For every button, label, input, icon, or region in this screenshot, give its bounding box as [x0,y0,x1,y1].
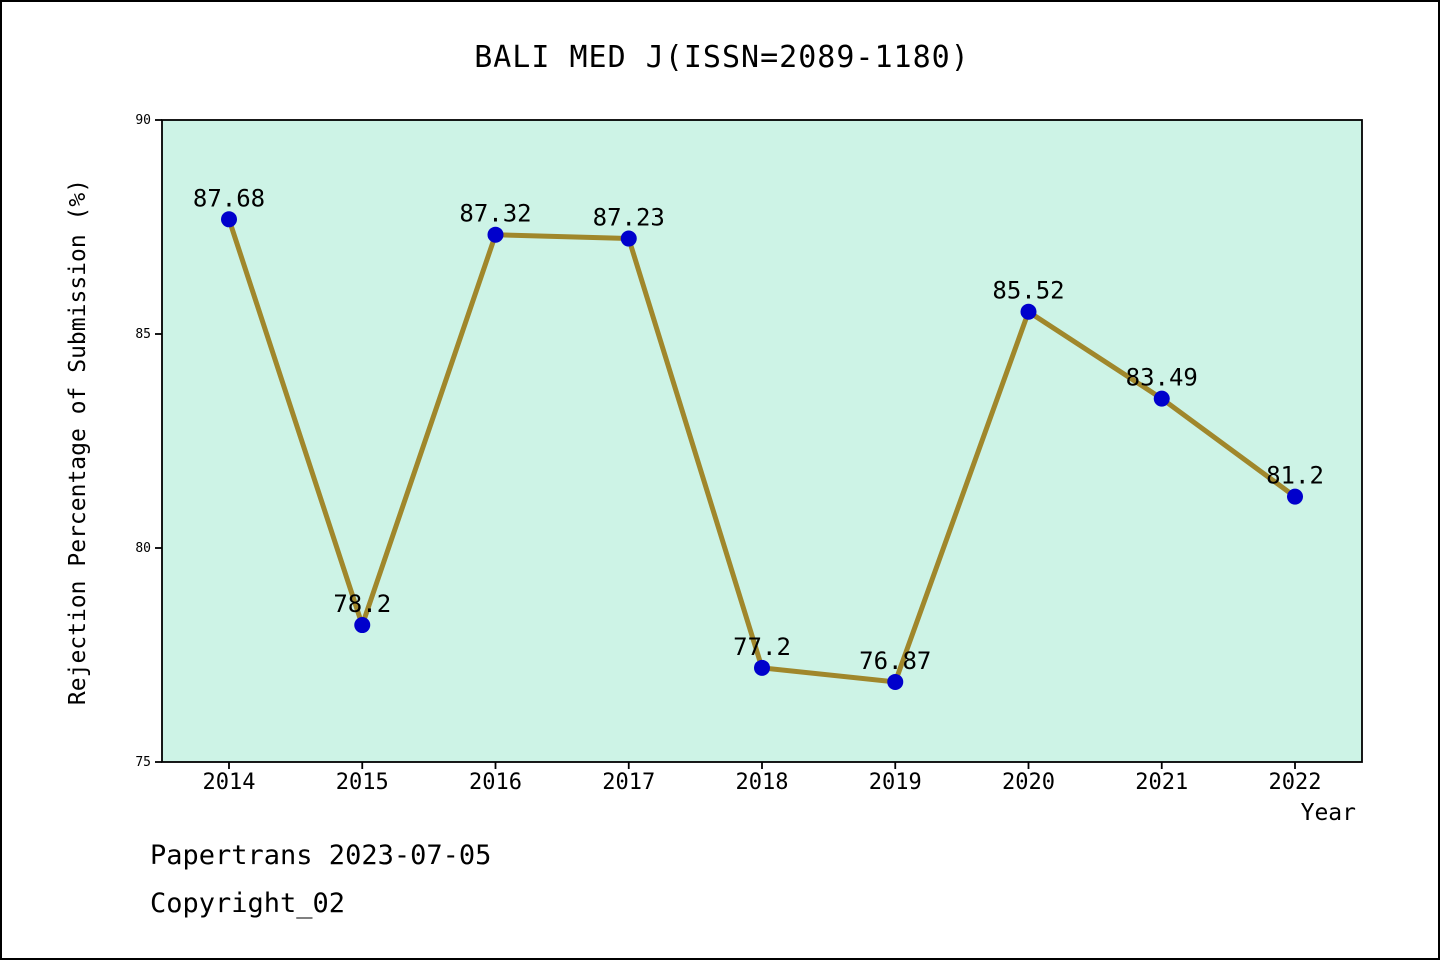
x-tick-label: 2017 [602,770,655,795]
point-label-2022: 81.2 [1266,462,1324,490]
data-point-2022 [1287,488,1303,505]
footer-copyright: Copyright_02 [150,888,346,919]
x-tick-label: 2018 [736,770,789,795]
x-tick-label: 2022 [1269,770,1322,795]
data-point-2021 [1153,390,1170,407]
data-point-2016 [487,226,504,243]
footer-date: Papertrans 2023-07-05 [150,840,492,871]
data-point-2019 [887,673,904,690]
x-tick-label: 2020 [1002,770,1055,795]
data-point-2014 [221,211,237,228]
x-tick-label: 2021 [1135,770,1188,795]
point-label-2016: 87.32 [459,200,531,228]
x-axis-label: Year [1300,800,1356,826]
data-point-2018 [754,659,770,676]
point-label-2014: 87.68 [193,184,265,212]
y-tick-label: 90 [135,113,151,128]
x-tick-label: 2014 [203,770,256,795]
plot-area [161,119,1363,763]
y-tick-label: 80 [135,541,151,556]
x-tick-label: 2016 [469,770,522,795]
chart-title: BALI MED J(ISSN=2089-1180) [474,40,970,75]
data-point-2017 [620,230,637,247]
x-tick-label: 2015 [336,770,389,795]
y-tick-label: 85 [135,327,151,342]
point-label-2017: 87.23 [593,204,665,232]
y-tick-label: 75 [135,755,151,770]
point-label-2015: 78.2 [333,590,391,618]
x-tick-label: 2019 [869,770,922,795]
point-label-2019: 76.87 [859,647,931,675]
point-label-2018: 77.2 [733,633,791,661]
data-point-2015 [354,617,371,634]
point-label-2021: 83.49 [1126,364,1198,392]
point-label-2020: 85.52 [992,277,1064,305]
data-point-2020 [1020,303,1037,320]
